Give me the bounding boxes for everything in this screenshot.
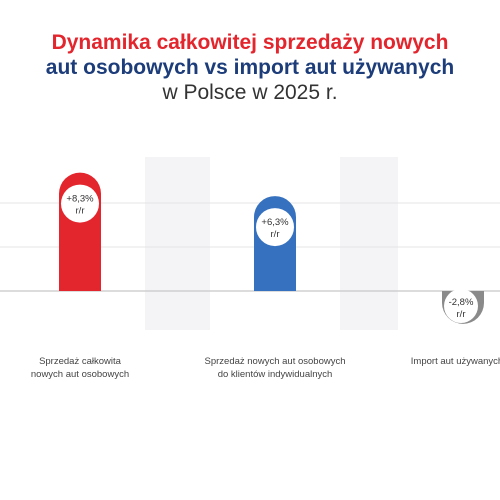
value-label: +6,3% [261, 217, 289, 228]
value-label: +8,3% [66, 194, 94, 205]
category-label: Sprzedaż nowych aut osobowych [205, 356, 346, 367]
value-badge [256, 208, 294, 247]
bar-group: +6,3%r/r [254, 196, 296, 291]
value-unit-label: r/r [76, 206, 85, 217]
title-line-1: Dynamika całkowitej sprzedaży nowych [51, 31, 449, 54]
bar-group: +8,3%r/r [59, 172, 101, 291]
category-label: do klientów indywidualnych [218, 369, 333, 380]
background-band [145, 157, 210, 330]
title-line-3: w Polsce w 2025 r. [162, 81, 338, 104]
chart-title: Dynamika całkowitej sprzedaży nowych aut… [0, 30, 500, 105]
value-badge [61, 184, 99, 223]
bar-group: -2,8%r/r [442, 289, 484, 324]
value-unit-label: r/r [457, 309, 466, 320]
value-badge [444, 289, 478, 323]
category-label: nowych aut osobowych [31, 369, 129, 380]
value-label: -2,8% [449, 297, 474, 308]
value-unit-label: r/r [271, 229, 280, 240]
category-label: Import aut używanych [411, 356, 500, 367]
category-label: Sprzedaż całkowita [39, 356, 122, 367]
title-line-2: aut osobowych vs import aut używanych [45, 56, 455, 79]
background-band [340, 157, 398, 330]
